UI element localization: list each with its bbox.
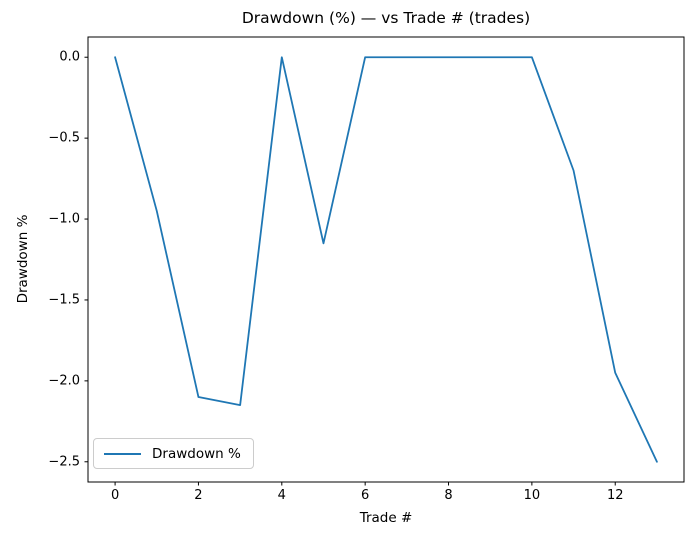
x-tick-label: 12	[607, 488, 624, 503]
y-axis-label: Drawdown %	[15, 214, 31, 304]
drawdown-line	[114, 56, 658, 463]
y-tick-label: −1.5	[48, 292, 80, 307]
y-tick-label: −0.5	[48, 131, 80, 146]
y-tick-label: −2.5	[48, 454, 80, 469]
x-axis-label: Trade #	[359, 510, 413, 526]
x-tick-label: 0	[111, 488, 119, 503]
x-tick-label: 10	[524, 488, 541, 503]
x-tick-label: 8	[444, 488, 452, 503]
legend: Drawdown %	[93, 438, 254, 469]
plot-border	[87, 36, 685, 483]
x-tick-label: 2	[194, 488, 202, 503]
y-tick-label: −1.0	[48, 212, 80, 227]
legend-entry-label: Drawdown %	[152, 445, 241, 462]
y-tick-label: −2.0	[48, 373, 80, 388]
x-tick-label: 4	[278, 488, 286, 503]
legend-line-icon	[104, 452, 141, 455]
x-tick-label: 6	[361, 488, 369, 503]
y-tick-label: 0.0	[59, 50, 80, 65]
chart-title: Drawdown (%) — vs Trade # (trades)	[241, 9, 531, 27]
